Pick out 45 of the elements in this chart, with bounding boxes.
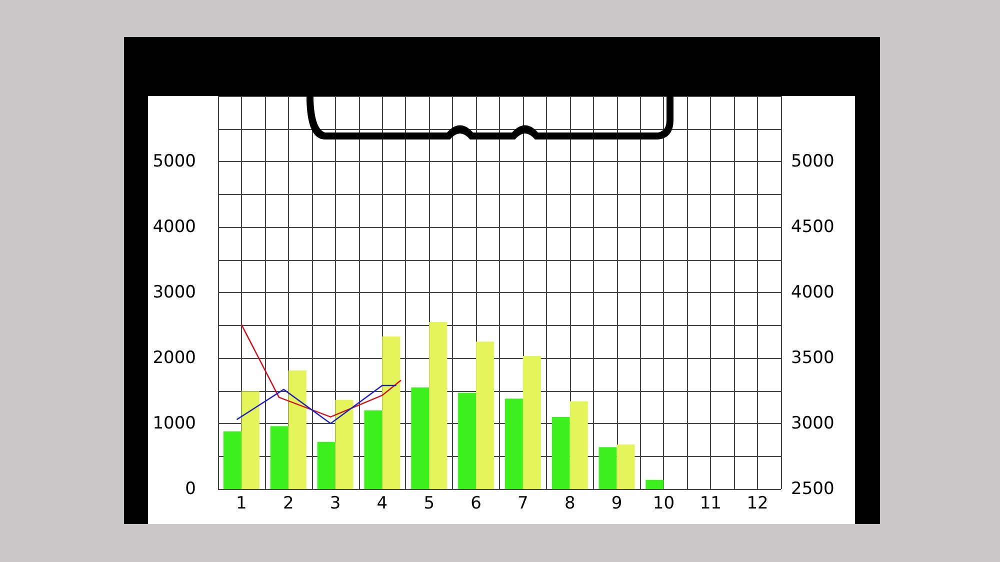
- x-tick-label: 8: [564, 494, 576, 514]
- bar: [411, 387, 430, 489]
- bar: [288, 370, 306, 489]
- bar: [241, 391, 260, 489]
- bar: [646, 480, 664, 489]
- x-tick-label: 7: [518, 494, 528, 514]
- x-tick-label: 10: [652, 494, 675, 514]
- y-tick-label: 1000: [152, 414, 196, 434]
- x-tick-label: 6: [470, 494, 482, 514]
- bar: [335, 400, 354, 489]
- x-tick-label: 11: [700, 494, 722, 514]
- y2-tick-label: 5000: [791, 152, 834, 172]
- bar: [429, 322, 448, 489]
- x-tick-label: 1: [236, 494, 247, 514]
- bar: [364, 410, 382, 489]
- y-tick-label: 2000: [152, 348, 196, 368]
- x-tick-label: 2: [282, 494, 294, 514]
- y2-tick-label: 3000: [791, 414, 834, 434]
- y2-tick-label: 4500: [791, 217, 834, 237]
- bar: [382, 336, 400, 489]
- x-tick-label: 3: [330, 494, 341, 514]
- y2-tick-label: 2500: [791, 479, 834, 499]
- bar: [552, 416, 570, 489]
- y2-tick-label: 3500: [791, 348, 834, 368]
- line-series: [240, 324, 402, 418]
- bar: [570, 401, 588, 489]
- bar: [270, 426, 288, 489]
- y-tick-label: 3000: [152, 282, 196, 302]
- bar: [598, 447, 617, 489]
- line-series: [236, 384, 397, 424]
- y-tick-label: 5000: [152, 152, 196, 172]
- x-tick-label: 12: [746, 494, 768, 514]
- bar: [476, 342, 494, 489]
- y-tick-label: 4000: [152, 217, 196, 237]
- y-tick-label: 0: [185, 479, 196, 499]
- bar: [223, 431, 242, 489]
- bar: [317, 442, 336, 489]
- bar: [458, 392, 476, 489]
- bar: [616, 444, 635, 489]
- x-tick-label: 9: [611, 494, 622, 514]
- y2-tick-label: 4000: [791, 282, 834, 302]
- bar: [504, 398, 523, 489]
- bar: [522, 356, 541, 489]
- x-tick-label: 5: [424, 494, 435, 514]
- x-tick-label: 4: [376, 494, 388, 514]
